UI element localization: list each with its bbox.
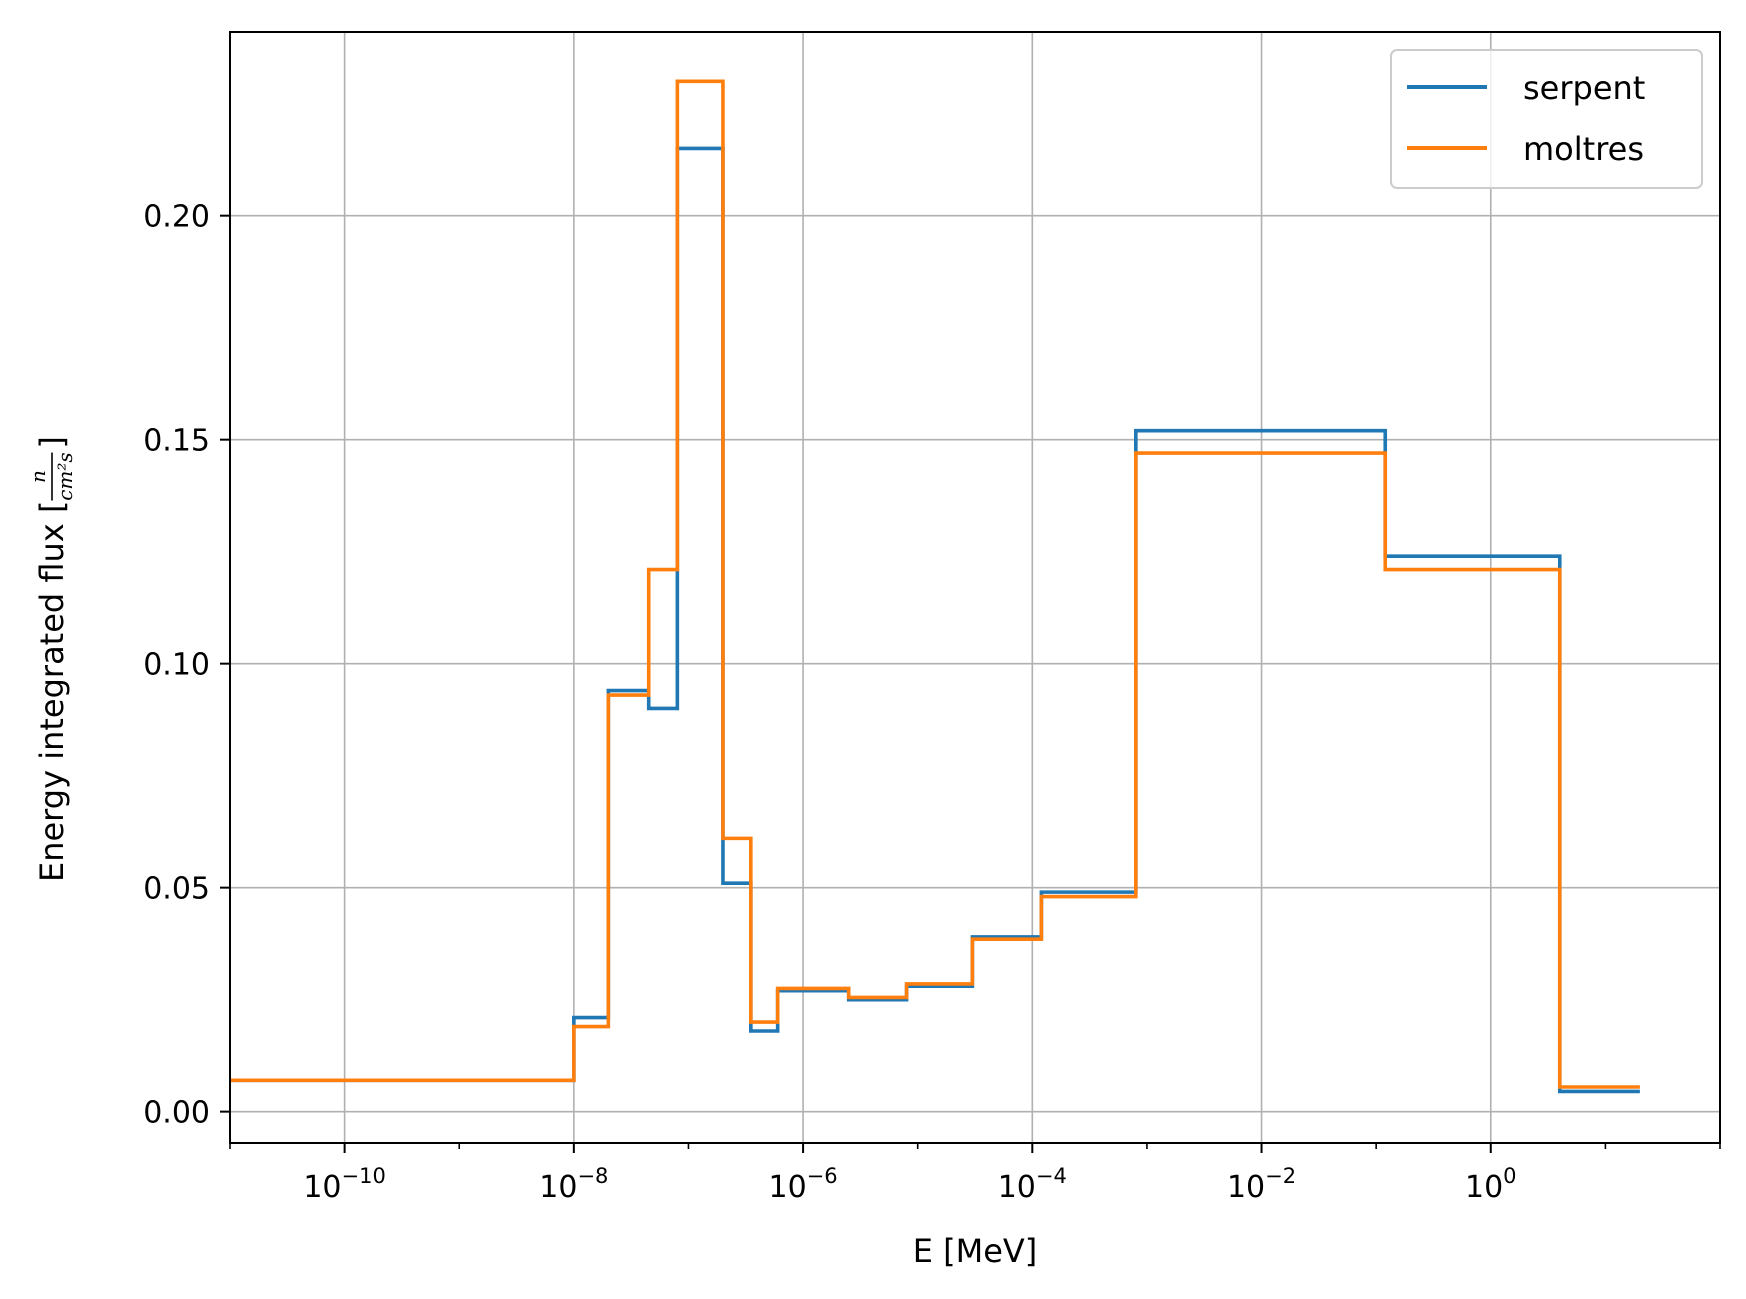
y-tick-label: 0.20 <box>143 200 210 235</box>
series-layer <box>230 79 1640 1094</box>
y-tick-label: 0.00 <box>143 1096 210 1131</box>
x-tick-labels: 10−10 10−8 10−6 10−4 10−2 100 <box>303 1164 1516 1205</box>
x-tick-label: 10−4 <box>998 1164 1067 1205</box>
x-axis-label: E [MeV] <box>913 1232 1038 1270</box>
x-tick-label-base: 10 <box>768 1170 806 1205</box>
x-tick-label: 10−8 <box>539 1164 608 1205</box>
plot-frame <box>229 31 1721 1144</box>
y-tick-label: 0.15 <box>143 424 210 459</box>
x-tick-label-base: 10 <box>1227 1170 1265 1205</box>
tick-marks <box>220 214 1721 1153</box>
x-tick-label-base: 10 <box>998 1170 1036 1205</box>
x-tick-label-exponent: −8 <box>577 1164 608 1188</box>
x-tick-label-exponent: −6 <box>807 1164 838 1188</box>
y-tick-labels: 0.00 0.05 0.10 0.15 0.20 <box>143 200 210 1131</box>
x-tick-label-base: 10 <box>303 1170 341 1205</box>
x-tick-label: 10−10 <box>303 1164 386 1205</box>
series-line-serpent <box>230 146 1640 1094</box>
x-tick-label-base: 10 <box>1465 1170 1503 1205</box>
x-tick-label-base: 10 <box>539 1170 577 1205</box>
x-tick-label-exponent: 0 <box>1503 1164 1516 1188</box>
y-axis-label-suffix: ] <box>33 436 71 448</box>
x-tick-label: 10−2 <box>1227 1164 1296 1205</box>
legend-label-serpent: serpent <box>1523 69 1645 107</box>
y-axis-label-unit-denominator: cm²s <box>53 452 77 500</box>
grid <box>230 32 1720 1143</box>
legend-box <box>1390 49 1703 189</box>
y-axis-label-prefix: Energy integrated flux [ <box>33 501 71 882</box>
x-tick-label: 100 <box>1465 1164 1517 1205</box>
legend-label-moltres: moltres <box>1523 130 1644 168</box>
y-tick-label: 0.10 <box>143 648 210 683</box>
x-tick-label-exponent: −4 <box>1036 1164 1067 1188</box>
x-tick-label: 10−6 <box>768 1164 837 1205</box>
x-tick-label-exponent: −10 <box>342 1164 386 1188</box>
y-axis-label: Energy integrated flux [ n cm²s ] <box>26 436 77 882</box>
y-tick-label: 0.05 <box>143 872 210 907</box>
legend: serpent moltres <box>1390 49 1703 189</box>
y-axis-label-unit-numerator: n <box>26 470 50 483</box>
x-tick-label-exponent: −2 <box>1265 1164 1296 1188</box>
series-line-moltres <box>230 79 1640 1089</box>
